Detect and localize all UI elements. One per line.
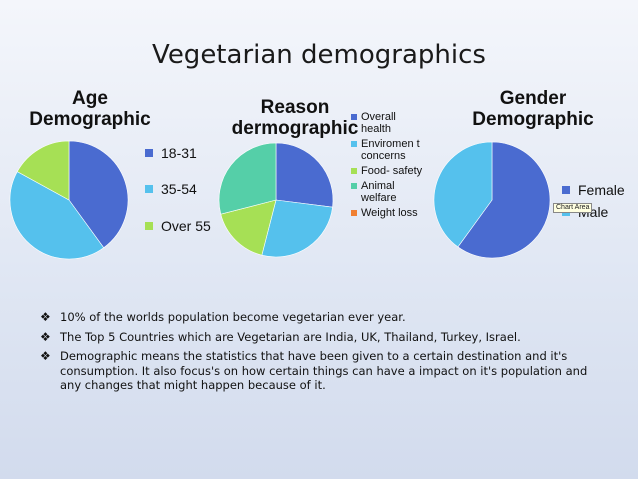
bullet-item: ❖ The Top 5 Countries which are Vegetari… [40,330,600,345]
legend-item-weight-loss: Weight loss [351,207,423,219]
legend-swatch [145,185,153,193]
legend-item-over-55: Over 55 [145,218,215,234]
legend-label: Enviromen t concerns [361,138,420,162]
bullet-text: 10% of the worlds population become vege… [60,310,406,324]
bullet-item: ❖ Demographic means the statistics that … [40,349,600,393]
legend-item-18-31: 18-31 [145,145,215,161]
chart-area-tooltip: Chart Area [553,203,593,213]
pie-slice-food-safety[interactable] [220,199,277,256]
chart-title-age: Age Demographic [29,88,151,130]
legend-item-overall-health: Overall health [351,111,423,135]
pie-slice-35-54[interactable] [9,171,105,260]
legend-swatch [351,210,357,216]
pie-slice-animal-welfare[interactable] [218,142,277,215]
bullet-list: ❖ 10% of the worlds population become ve… [40,310,600,398]
chart-title-gender: Gender Demographic [472,88,594,130]
legend-swatch [351,168,357,174]
legend-label: Over 55 [161,218,211,234]
legend-swatch [145,222,153,230]
legend-label: Animal welfare [361,180,397,204]
pie-slice-18-31[interactable] [68,140,129,249]
legend-reason: Overall health Enviromen t concerns Food- … [351,111,423,222]
pie-slice-over-55[interactable] [16,140,70,201]
bullet-text: The Top 5 Countries which are Vegetarian… [60,329,521,344]
legend-label: 18-31 [161,145,197,161]
legend-label: Female [578,182,625,198]
legend-label: Food- safety [361,165,423,177]
legend-swatch [351,183,357,189]
legend-label: Overall health [361,111,396,135]
legend-item-food-safety: Food- safety [351,165,423,177]
legend-swatch [145,149,153,157]
legend-label: 35-54 [161,181,197,197]
bullet-item: ❖ 10% of the worlds population become ve… [40,310,600,325]
pie-slice-enviroment-concerns[interactable] [261,199,333,258]
legend-swatch [562,186,570,194]
legend-age: 18-31 35-54 Over 55 [145,145,215,255]
slide-title: Vegetarian demographics [152,40,486,70]
legend-item-35-54: 35-54 [145,181,215,197]
legend-item-female: Female [562,182,638,198]
chart-title-reason: Reason dermographic [231,97,359,139]
legend-swatch [351,114,357,120]
pie-slice-overall-health[interactable] [275,142,334,208]
pie-slice-female[interactable] [457,141,551,259]
pie-slice-male[interactable] [433,141,493,248]
legend-label: Weight loss [361,207,418,219]
legend-swatch [351,141,357,147]
diamond-bullet-icon: ❖ [40,349,51,363]
legend-item-animal-welfare: Animal welfare [351,180,423,204]
diamond-bullet-icon: ❖ [40,329,51,344]
bullet-text: Demographic means the statistics that ha… [60,349,588,392]
legend-item-enviroment-concerns: Enviromen t concerns [351,138,423,162]
diamond-bullet-icon: ❖ [40,310,51,324]
